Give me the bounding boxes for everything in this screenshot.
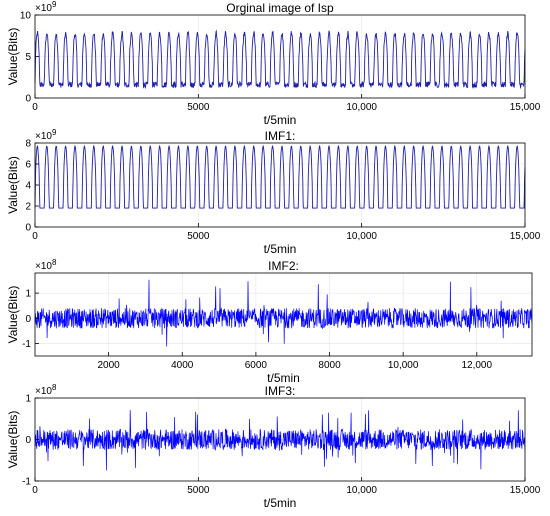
subplot-title: IMF2: xyxy=(268,259,299,273)
x-tick-label: 10,000 xyxy=(388,360,419,371)
y-tick-label: 0 xyxy=(25,314,31,325)
x-tick-label: 5000 xyxy=(187,102,210,113)
y-tick-label: 6 xyxy=(25,160,31,171)
x-tick-label: 5000 xyxy=(187,231,210,242)
x-tick-label: 12,000 xyxy=(461,360,492,371)
y-tick-label: 1 xyxy=(25,394,31,405)
y-tick-label: 4 xyxy=(25,181,31,192)
subplot-title: Orginal image of Isp xyxy=(226,1,334,15)
y-tick-label: 0 xyxy=(25,435,31,446)
y-axis-label: Value(Bits) xyxy=(6,156,20,214)
series-line xyxy=(34,29,526,90)
subplot-2: 0 5000 10,000 15,000 0 2 4 6 8 IMF1: ×109 t/5min Val… xyxy=(6,128,541,256)
x-tick-label: 10,000 xyxy=(346,485,377,496)
subplot-title: IMF3: xyxy=(265,384,296,398)
axes-box xyxy=(34,272,533,357)
subplot-1: 0 5000 10,000 15,000 0 5 10 Orginal image of Is… xyxy=(6,0,541,127)
x-tick-label: 4000 xyxy=(171,360,194,371)
y-axis-label: Value(Bits) xyxy=(6,286,20,344)
x-tick-label: 6000 xyxy=(245,360,268,371)
x-tick-label: 0 xyxy=(32,102,38,113)
x-tick-label: 0 xyxy=(32,485,38,496)
x-tick-label: 15,000 xyxy=(510,102,541,113)
y-tick-label: 2 xyxy=(25,202,31,213)
y-multiplier: ×108 xyxy=(35,258,57,272)
y-tick-label: 0 xyxy=(25,223,31,234)
y-tick-label: 1 xyxy=(25,289,31,300)
x-axis-label: t/5min xyxy=(264,242,297,256)
subplot-3: 2000 4000 6000 8000 10,000 12,000 -1 0 1 IMF2: ×10… xyxy=(6,258,533,385)
y-axis-label: Value(Bits) xyxy=(6,28,20,86)
subplot-title: IMF1: xyxy=(265,129,296,143)
y-tick-label: 10 xyxy=(20,11,32,22)
y-tick-label: -1 xyxy=(22,477,31,488)
y-tick-label: 5 xyxy=(25,52,31,63)
x-tick-label: 15,000 xyxy=(510,231,541,242)
y-tick-label: 8 xyxy=(25,139,31,150)
series-line xyxy=(34,144,526,209)
x-axis-label: t/5min xyxy=(264,113,297,127)
x-tick-label: 8000 xyxy=(318,360,341,371)
x-axis-label: t/5min xyxy=(264,496,297,510)
y-multiplier: ×109 xyxy=(35,128,57,142)
x-axis-label: t/5min xyxy=(267,371,300,385)
x-tick-label: 10,000 xyxy=(346,102,377,113)
y-tick-label: 0 xyxy=(25,94,31,105)
series-line xyxy=(34,279,533,347)
y-multiplier: ×109 xyxy=(35,0,57,14)
x-tick-label: 5000 xyxy=(187,485,210,496)
x-tick-label: 15,000 xyxy=(510,485,541,496)
subplot-4: 0 5000 10,000 15,000-101IMF3:×108t/5minValu… xyxy=(6,383,541,510)
y-tick-label: -1 xyxy=(22,339,31,350)
x-tick-label: 0 xyxy=(32,231,38,242)
y-axis-label: Value(Bits) xyxy=(6,411,20,469)
x-tick-label: 10,000 xyxy=(346,231,377,242)
x-tick-label: 2000 xyxy=(98,360,121,371)
series-line xyxy=(34,410,526,471)
y-multiplier: ×108 xyxy=(35,383,57,397)
